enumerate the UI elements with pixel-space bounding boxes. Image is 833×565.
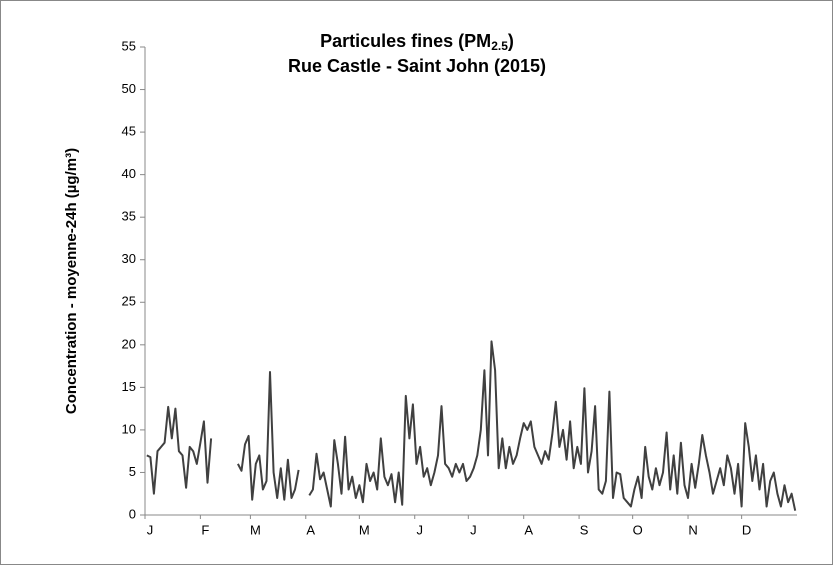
x-tick-label: O — [633, 522, 643, 537]
y-tick-label: 20 — [122, 336, 136, 351]
x-tick-label: N — [688, 522, 697, 537]
y-tick-label: 5 — [129, 464, 136, 479]
x-tick-label: J — [470, 522, 477, 537]
data-line — [146, 340, 797, 511]
x-tick-label: D — [742, 522, 751, 537]
y-axis-label: Concentration - moyenne-24h (µg/m³) — [63, 148, 80, 414]
chart-subtitle: Rue Castle - Saint John (2015) — [288, 56, 546, 76]
x-tick-label: F — [201, 522, 209, 537]
x-tick-label: A — [524, 522, 533, 537]
y-tick-label: 0 — [129, 506, 136, 521]
x-tick-label: A — [306, 522, 315, 537]
y-tick-label: 55 — [122, 38, 136, 53]
title-subscript: 2.5 — [491, 39, 508, 53]
y-tick-label: 15 — [122, 379, 136, 394]
y-tick-label: 30 — [122, 251, 136, 266]
y-tick-label: 25 — [122, 294, 136, 309]
y-tick-label: 10 — [122, 421, 136, 436]
x-tick-label: M — [250, 522, 261, 537]
x-tick-label: J — [147, 522, 154, 537]
y-tick-label: 40 — [122, 166, 136, 181]
y-tick-label: 35 — [122, 209, 136, 224]
x-tick-label: J — [416, 522, 423, 537]
title-text: Particules fines (PM — [320, 31, 491, 51]
x-tick-label: M — [359, 522, 370, 537]
y-tick-label: 45 — [122, 124, 136, 139]
chart-title: Particules fines (PM2.5) — [320, 31, 514, 53]
x-tick-label: S — [580, 522, 589, 537]
title-text: ) — [508, 31, 514, 51]
y-tick-label: 50 — [122, 81, 136, 96]
